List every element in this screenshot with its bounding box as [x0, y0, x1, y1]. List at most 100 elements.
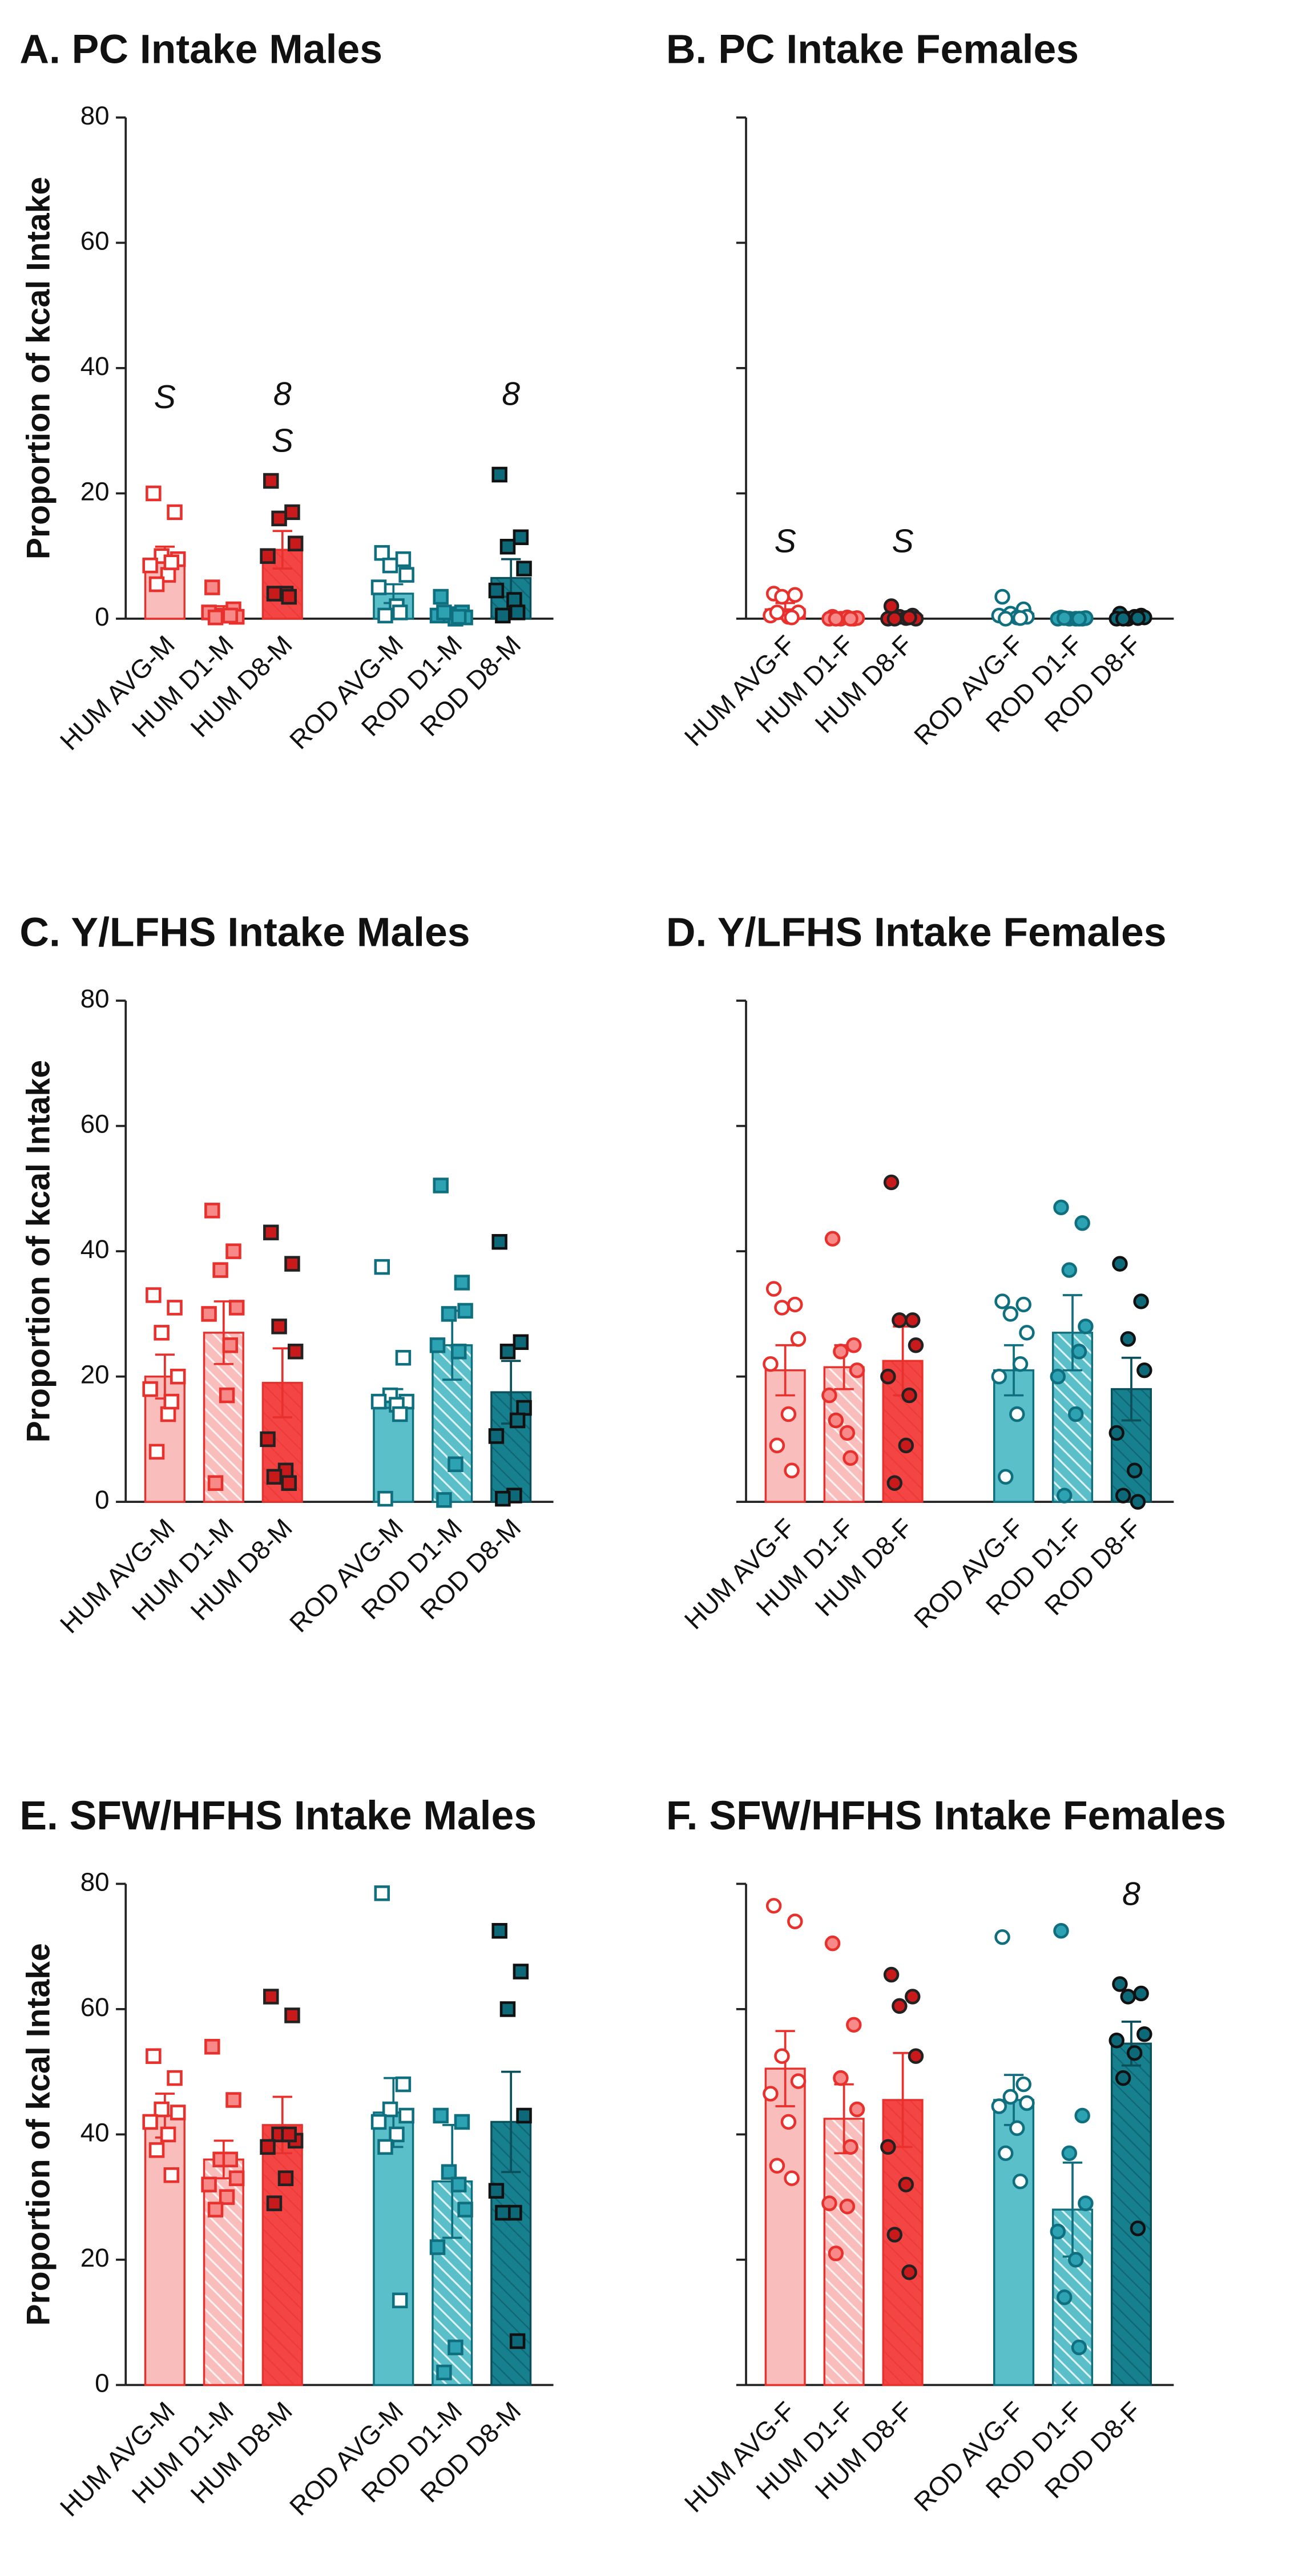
data-point — [395, 2076, 412, 2093]
data-point — [516, 1400, 532, 1416]
panel-title: F. SFW/HFHS Intake Females — [666, 1793, 1226, 1839]
data-point — [892, 1998, 908, 2014]
data-point — [886, 611, 903, 627]
bar — [373, 2111, 414, 2386]
error-bar — [272, 530, 292, 570]
y-tick-label: 60 — [80, 1110, 110, 1139]
data-point — [1078, 2195, 1094, 2211]
data-point — [499, 2001, 516, 2017]
data-point — [266, 1469, 283, 1485]
data-point — [488, 1428, 505, 1444]
data-point — [843, 1450, 858, 1466]
data-point — [1002, 2089, 1019, 2105]
data-point — [454, 2114, 470, 2130]
bar — [1110, 2042, 1152, 2386]
data-point — [774, 588, 790, 605]
data-point — [1112, 1256, 1128, 1272]
data-point — [225, 2092, 241, 2108]
data-point — [1136, 2026, 1152, 2042]
data-point — [839, 2198, 856, 2215]
data-point — [769, 1437, 785, 1454]
data-point — [513, 1334, 529, 1351]
data-point — [1019, 1325, 1035, 1341]
data-point — [886, 1475, 903, 1491]
data-point — [148, 576, 165, 592]
data-point — [901, 2264, 917, 2280]
data-point — [204, 579, 220, 595]
data-point — [883, 1174, 900, 1191]
data-point — [998, 1469, 1014, 1485]
data-point — [148, 1444, 165, 1460]
data-point — [1053, 1199, 1069, 1216]
data-point — [382, 2101, 398, 2118]
data-point — [1115, 1487, 1131, 1503]
data-point — [1053, 1922, 1069, 1939]
y-tick-label: 0 — [95, 1485, 109, 1514]
data-point — [1012, 1356, 1029, 1372]
panel-title: B. PC Intake Females — [666, 26, 1079, 72]
data-point — [880, 1368, 896, 1385]
error-bar — [1121, 1356, 1142, 1422]
data-point — [450, 2176, 467, 2192]
y-tick-label: 60 — [80, 1993, 110, 2022]
data-point — [499, 538, 516, 555]
data-point — [488, 582, 505, 599]
data-point — [222, 2151, 239, 2168]
data-point — [1074, 2107, 1090, 2124]
data-point — [377, 1490, 393, 1507]
data-point — [392, 1406, 408, 1422]
data-point — [1015, 2076, 1031, 2093]
data-point — [207, 1475, 224, 1491]
data-point — [790, 2073, 807, 2089]
data-point — [448, 2339, 463, 2356]
data-point — [436, 604, 452, 620]
data-point — [392, 604, 408, 620]
data-point — [266, 586, 283, 602]
data-point — [991, 2098, 1007, 2114]
data-point — [1126, 1462, 1143, 1479]
data-point — [763, 1356, 779, 1372]
data-point — [263, 1989, 279, 2005]
data-point — [828, 611, 844, 627]
data-point — [142, 2114, 158, 2130]
data-point — [821, 2195, 837, 2211]
y-tick-label: 80 — [80, 1867, 110, 1896]
data-point — [201, 1306, 217, 1322]
data-point — [495, 2204, 511, 2221]
data-point — [1109, 1425, 1124, 1441]
y-axis-label: Proportion of kcal Intake — [21, 1060, 57, 1442]
data-point — [219, 1387, 235, 1404]
error-bar — [775, 1344, 795, 1397]
data-point — [839, 1425, 856, 1441]
data-point — [284, 1256, 300, 1272]
data-point — [905, 1312, 921, 1328]
data-point — [281, 588, 297, 605]
data-point — [824, 1231, 841, 1247]
data-point — [784, 609, 800, 626]
data-point — [260, 1431, 276, 1448]
data-point — [204, 1203, 220, 1219]
data-point — [277, 2170, 294, 2186]
data-point — [204, 2039, 220, 2055]
data-point — [260, 2139, 276, 2155]
y-tick-label: 0 — [95, 2368, 109, 2397]
data-point — [1133, 1293, 1149, 1309]
data-point — [1061, 2145, 1078, 2162]
error-bar — [1062, 1294, 1083, 1372]
data-point — [849, 2101, 865, 2118]
data-point — [225, 1243, 241, 1259]
annotation: 8 — [1122, 1876, 1140, 1912]
data-point — [1115, 2070, 1131, 2086]
annotation: S — [272, 423, 293, 459]
data-point — [429, 2239, 446, 2255]
data-point — [828, 2246, 844, 2261]
data-point — [790, 1331, 807, 1347]
data-point — [784, 1462, 800, 1479]
data-point — [787, 1296, 803, 1313]
data-point — [880, 2139, 896, 2155]
data-point — [1120, 1989, 1136, 2005]
data-point — [516, 561, 532, 577]
data-point — [843, 611, 858, 627]
annotation: 8 — [502, 376, 520, 412]
annotation: S — [775, 523, 796, 559]
